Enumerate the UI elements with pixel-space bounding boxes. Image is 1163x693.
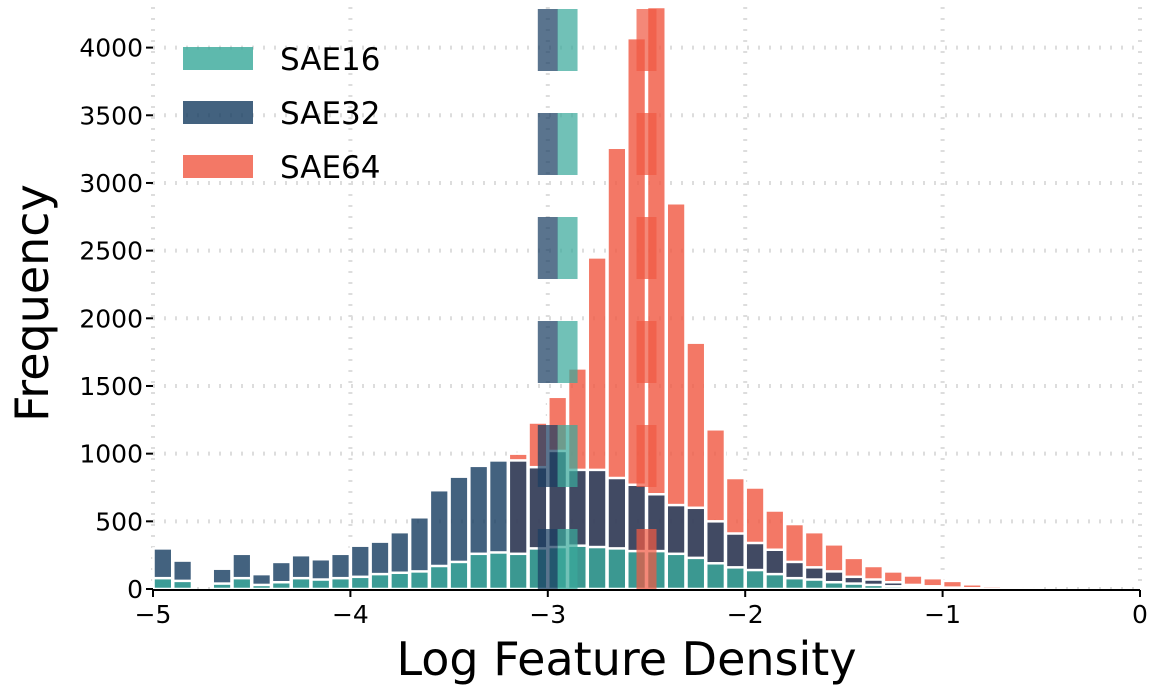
bar-sae16 bbox=[428, 564, 450, 591]
y-tick-label: 1500 bbox=[79, 372, 143, 401]
legend-swatch-sae32 bbox=[183, 101, 253, 124]
x-tick-label: −5 bbox=[135, 600, 172, 629]
bar-sae16 bbox=[468, 552, 490, 591]
bar-sae16 bbox=[152, 576, 174, 591]
bar-sae64 bbox=[1020, 587, 1043, 591]
x-tick-label: −4 bbox=[332, 600, 369, 629]
bar-sae16 bbox=[211, 582, 233, 591]
bar-sae16 bbox=[764, 572, 786, 591]
legend-label-sae64: SAE64 bbox=[280, 150, 381, 186]
bar-sae16 bbox=[171, 579, 194, 591]
y-ticks: 0 500 1000 1500 2000 2500 3000 3500 4000 bbox=[79, 34, 153, 604]
bar-sae16 bbox=[843, 582, 865, 591]
bar-sae16 bbox=[744, 568, 766, 591]
bar-sae16 bbox=[310, 578, 332, 591]
legend: SAE16 SAE32 SAE64 bbox=[183, 42, 381, 186]
y-tick-label: 4000 bbox=[79, 34, 143, 63]
bar-sae64 bbox=[1001, 586, 1023, 591]
bar-sae16 bbox=[803, 578, 825, 591]
y-tick-label: 3000 bbox=[79, 169, 143, 198]
bar-sae16 bbox=[882, 585, 904, 591]
y-tick-label: 2000 bbox=[79, 304, 143, 333]
x-ticks: −5 −4 −3 −2 −1 0 bbox=[135, 590, 1148, 629]
legend-label-sae32: SAE32 bbox=[280, 96, 381, 132]
bar-sae16 bbox=[408, 570, 431, 591]
bar-sae16 bbox=[448, 560, 470, 591]
bar-sae16 bbox=[902, 585, 924, 591]
bar-sae16 bbox=[665, 552, 687, 591]
bar-sae16 bbox=[290, 576, 312, 591]
bar-sae16 bbox=[783, 576, 806, 591]
x-tick-label: −1 bbox=[924, 600, 961, 629]
legend-swatch-sae16 bbox=[183, 47, 253, 70]
bar-sae16 bbox=[823, 580, 845, 591]
bar-sae16 bbox=[329, 576, 352, 591]
x-tick-label: 0 bbox=[1132, 600, 1148, 629]
bar-sae16 bbox=[487, 551, 510, 591]
bar-sae16 bbox=[231, 576, 253, 591]
bar-sae16 bbox=[270, 580, 292, 591]
bar-sae16 bbox=[606, 547, 628, 591]
y-tick-label: 3500 bbox=[79, 101, 143, 130]
bar-sae16 bbox=[389, 571, 411, 591]
y-tick-label: 0 bbox=[127, 575, 143, 604]
x-axis-title: Log Feature Density bbox=[396, 632, 856, 686]
y-tick-label: 1000 bbox=[79, 440, 143, 469]
bar-sae16 bbox=[704, 562, 727, 591]
bar-sae16 bbox=[349, 575, 371, 591]
y-axis-title: Frequency bbox=[5, 184, 59, 422]
y-tick-label: 500 bbox=[95, 507, 143, 536]
bar-sae16 bbox=[862, 583, 885, 591]
bars bbox=[152, 5, 1043, 591]
legend-label-sae16: SAE16 bbox=[280, 42, 381, 78]
bar-sae16 bbox=[922, 586, 944, 591]
bar-sae16 bbox=[685, 556, 707, 591]
bar-sae16 bbox=[961, 587, 983, 591]
x-tick-label: −2 bbox=[727, 600, 764, 629]
bar-sae16 bbox=[250, 583, 273, 591]
x-tick-label: −3 bbox=[529, 600, 566, 629]
bar-sae16 bbox=[507, 552, 529, 591]
bar-sae16 bbox=[724, 566, 746, 591]
legend-swatch-sae64 bbox=[183, 155, 253, 178]
y-tick-label: 2500 bbox=[79, 237, 143, 266]
bar-sae16 bbox=[941, 587, 964, 591]
bar-sae64 bbox=[981, 585, 1003, 591]
bar-sae16 bbox=[586, 545, 608, 591]
bar-sae16 bbox=[369, 572, 391, 591]
